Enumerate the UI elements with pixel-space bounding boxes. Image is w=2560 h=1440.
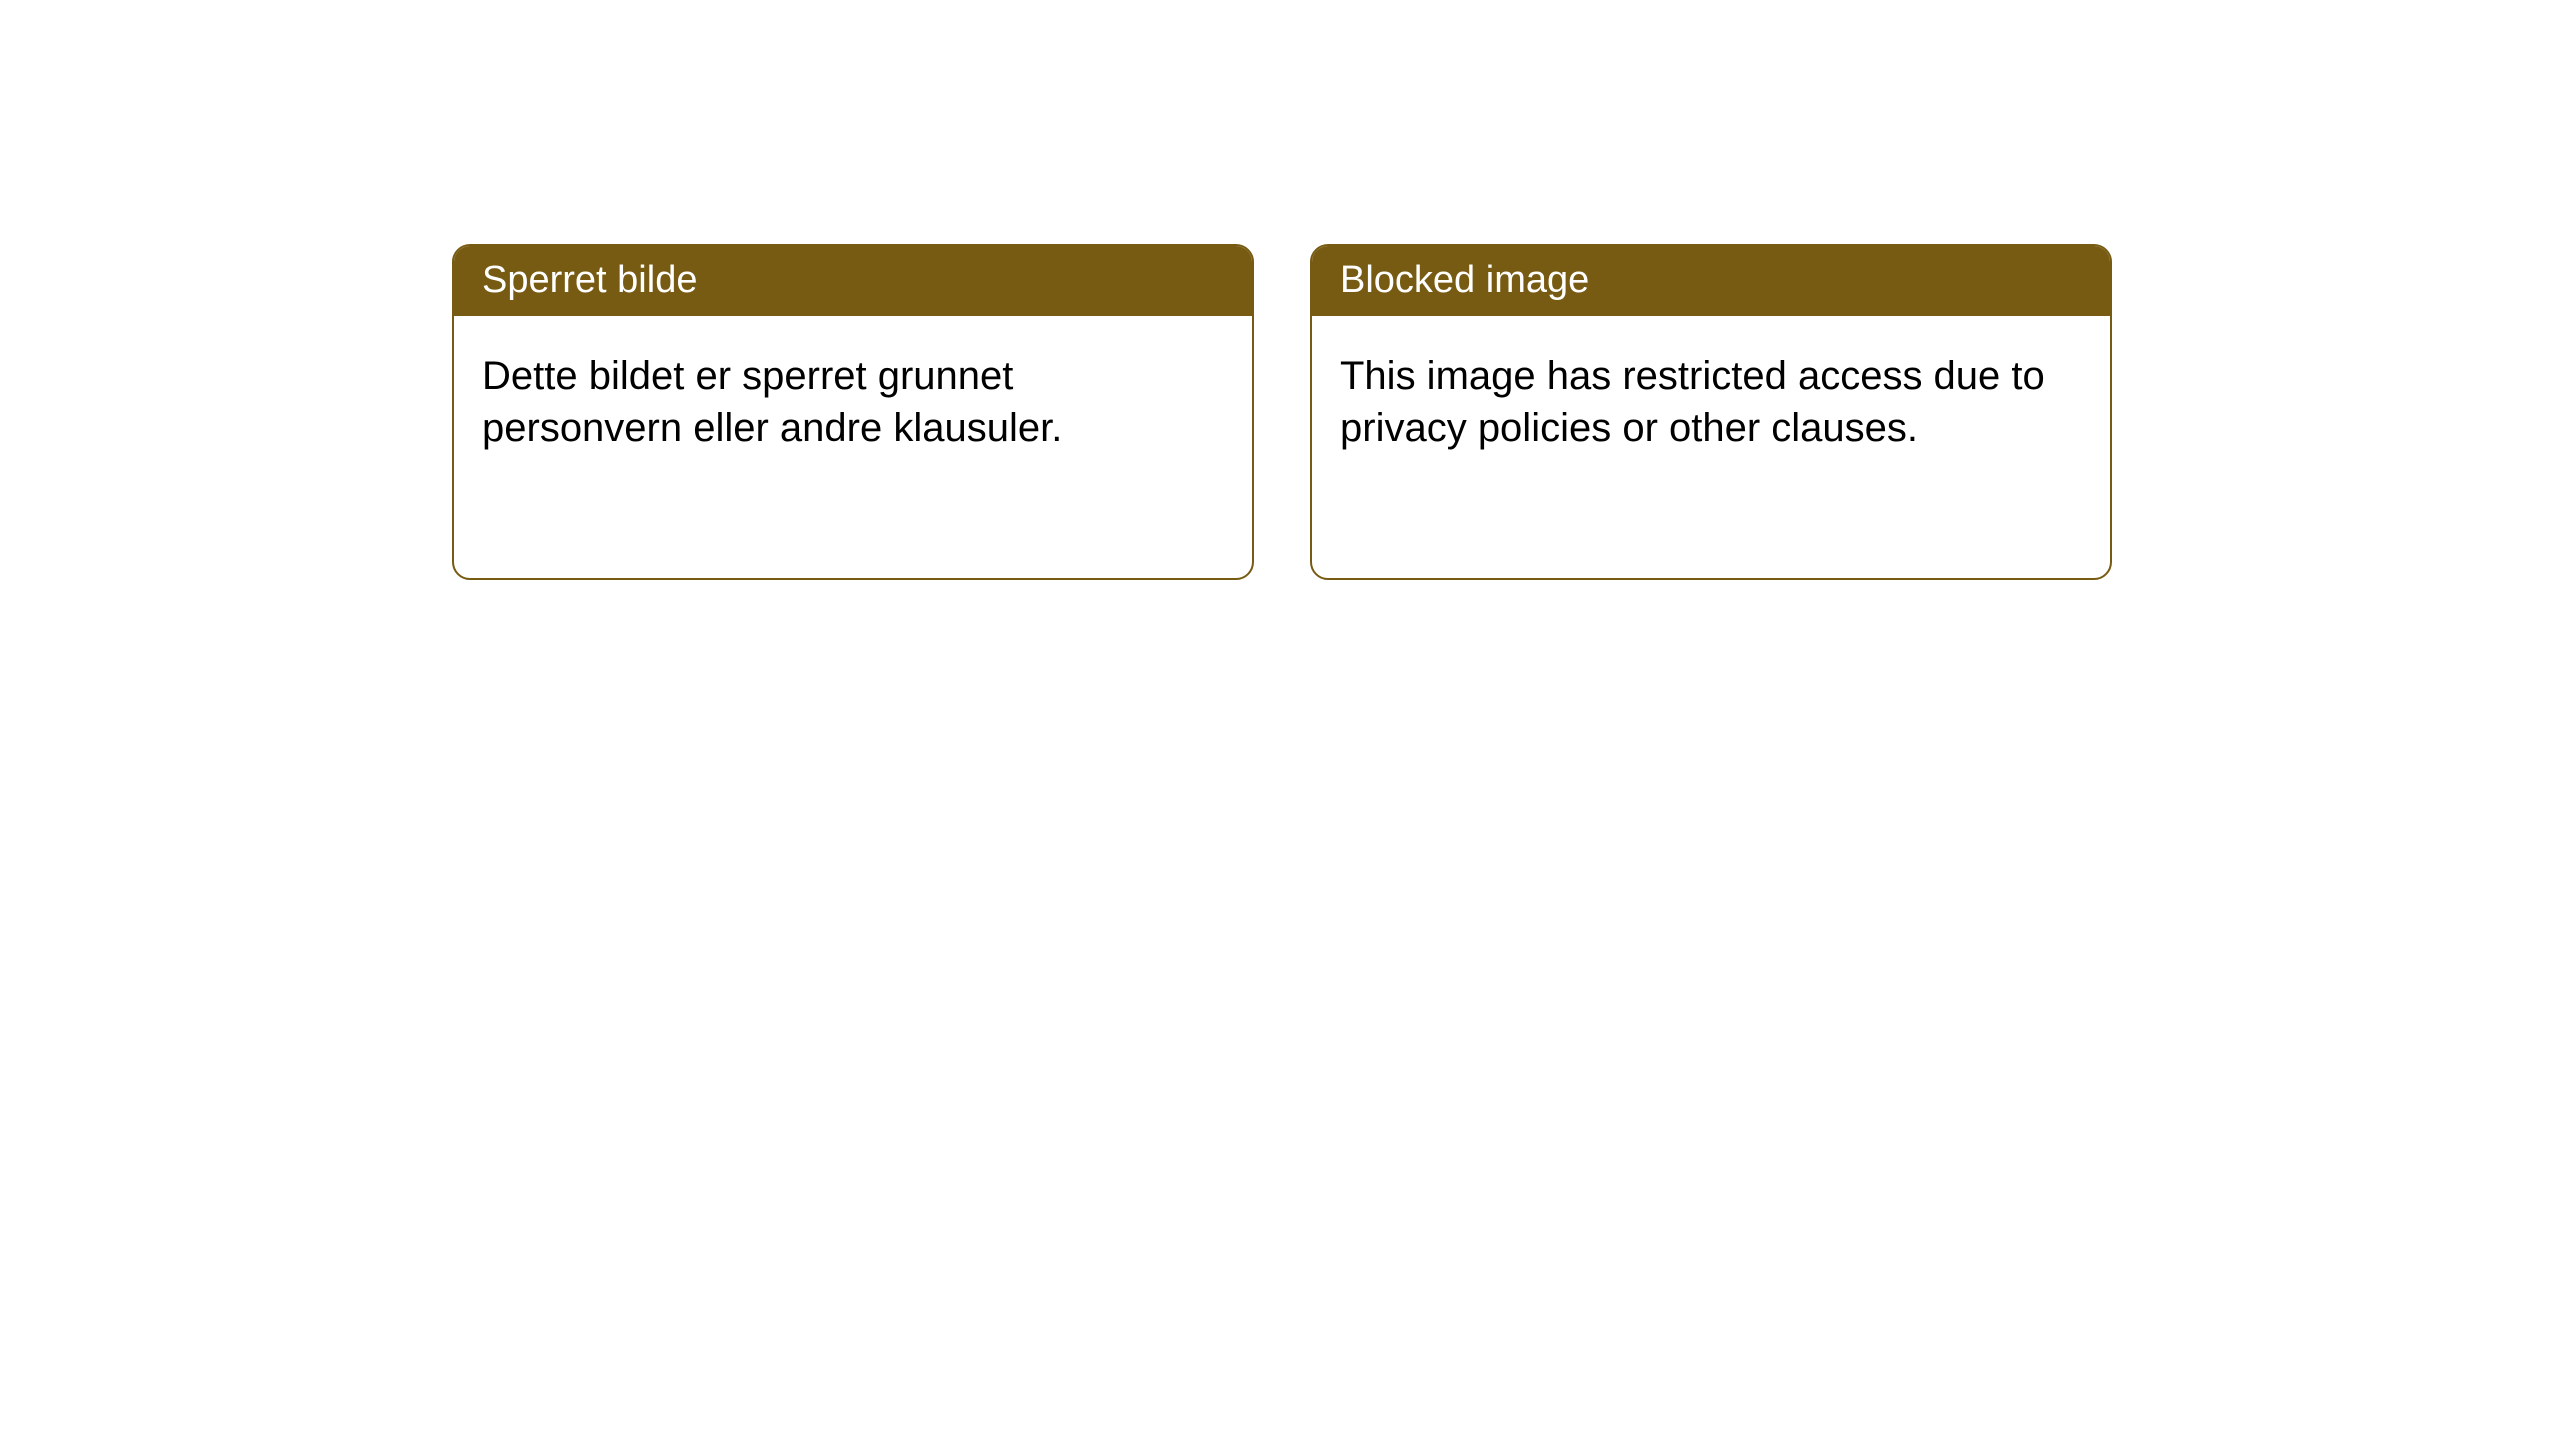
notice-card-english: Blocked image This image has restricted … [1310, 244, 2112, 580]
notice-title-norwegian: Sperret bilde [454, 246, 1252, 316]
notice-title-english: Blocked image [1312, 246, 2110, 316]
notice-container: Sperret bilde Dette bildet er sperret gr… [0, 0, 2560, 580]
notice-body-english: This image has restricted access due to … [1312, 316, 2110, 488]
notice-body-norwegian: Dette bildet er sperret grunnet personve… [454, 316, 1252, 488]
notice-card-norwegian: Sperret bilde Dette bildet er sperret gr… [452, 244, 1254, 580]
